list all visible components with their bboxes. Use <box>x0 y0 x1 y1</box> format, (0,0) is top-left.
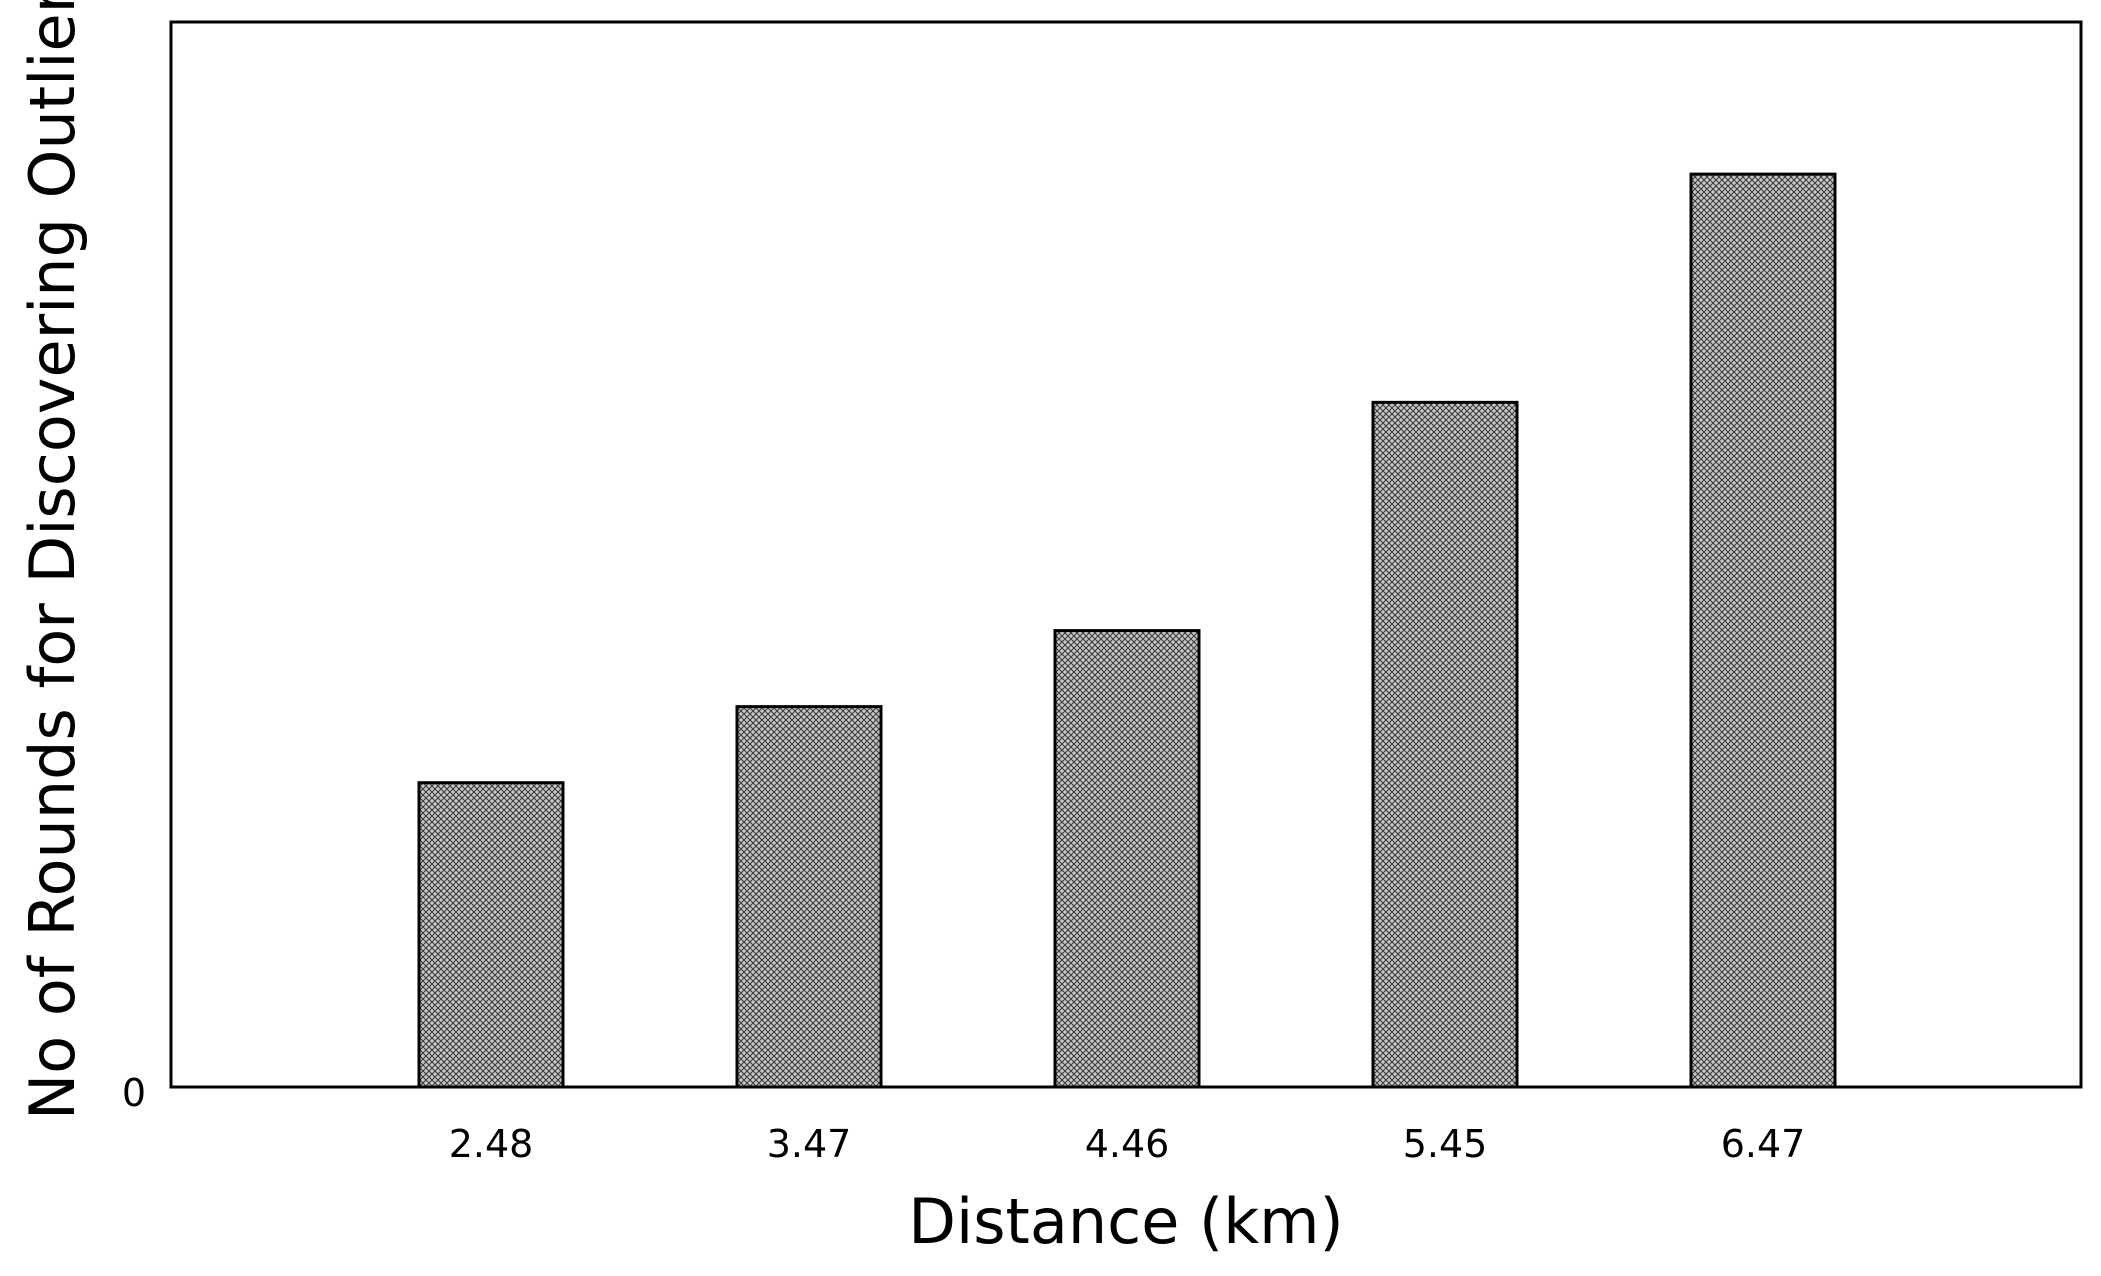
x-tick-label-5.45: 5.45 <box>1403 1122 1488 1166</box>
bar-3.47 <box>735 705 883 1089</box>
y-tick-label-0: 0 <box>122 1071 146 1115</box>
x-axis-title: Distance (km) <box>908 1185 1343 1258</box>
x-tick-label-6.47: 6.47 <box>1721 1122 1806 1166</box>
x-tick-labels: 2.48 3.47 4.46 5.45 6.47 <box>449 1122 1806 1166</box>
bar-4.46 <box>1053 629 1201 1089</box>
bar-2.48 <box>417 781 565 1089</box>
bar-5.45 <box>1371 400 1519 1089</box>
bar-6.47 <box>1689 172 1837 1089</box>
bars-group <box>417 172 1837 1089</box>
y-axis-title: No of Rounds for Discovering Outlier <box>16 0 89 1120</box>
x-tick-label-2.48: 2.48 <box>449 1122 534 1166</box>
x-tick-label-3.47: 3.47 <box>767 1122 852 1166</box>
x-tick-label-4.46: 4.46 <box>1085 1122 1170 1166</box>
